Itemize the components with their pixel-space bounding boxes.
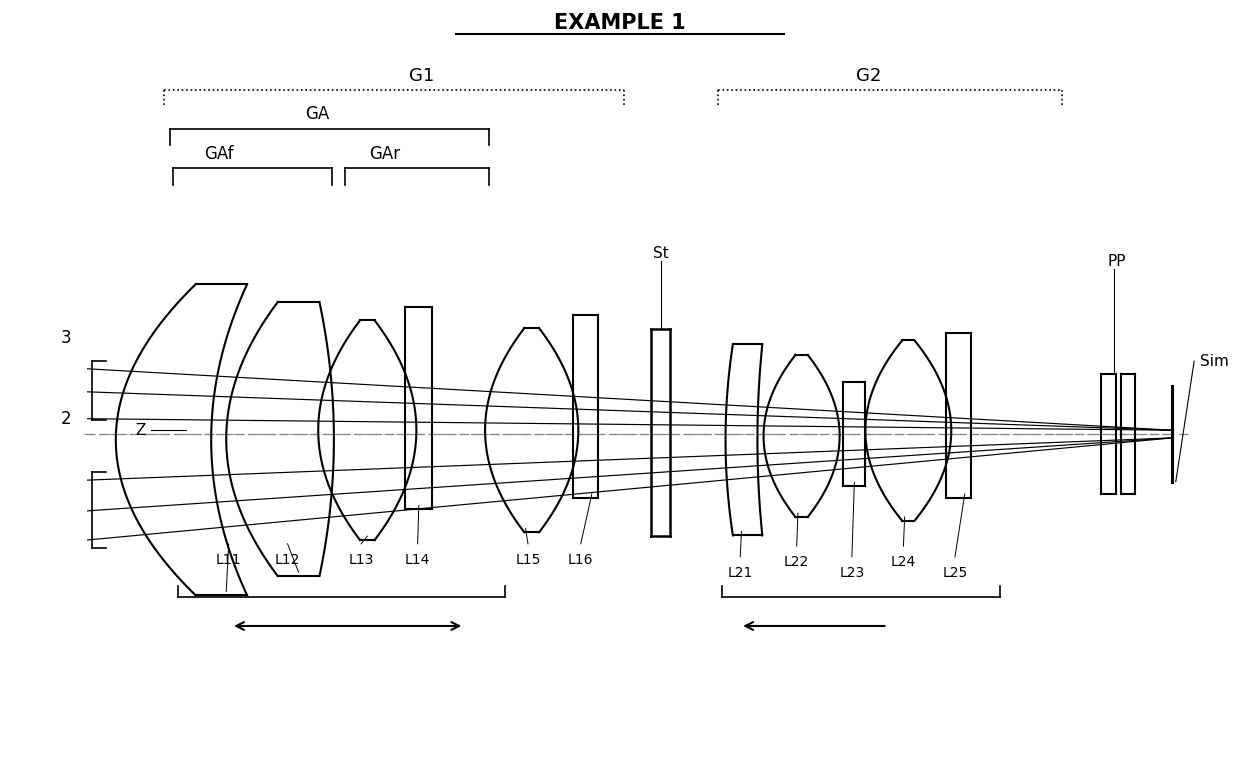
Text: L23: L23 [839,566,864,580]
Text: L24: L24 [890,556,916,570]
Text: L11: L11 [216,553,242,567]
Text: G1: G1 [409,67,434,85]
Text: PP: PP [1107,254,1126,269]
Text: Sim: Sim [1200,354,1229,369]
Text: 3: 3 [61,329,72,347]
Text: GAr: GAr [370,145,401,163]
Text: L22: L22 [784,556,810,570]
Text: EXAMPLE 1: EXAMPLE 1 [554,12,686,33]
Text: 2: 2 [61,410,72,428]
Text: G2: G2 [857,67,882,85]
Text: L21: L21 [728,566,753,580]
Text: L14: L14 [405,553,430,567]
Text: GA: GA [305,106,329,123]
Text: St: St [652,246,668,262]
Text: GAf: GAf [205,145,233,163]
Text: Z: Z [135,423,145,438]
Text: L15: L15 [516,553,541,567]
Text: L13: L13 [348,553,373,567]
Text: L16: L16 [568,553,594,567]
Text: L12: L12 [275,553,300,567]
Text: L25: L25 [942,566,967,580]
